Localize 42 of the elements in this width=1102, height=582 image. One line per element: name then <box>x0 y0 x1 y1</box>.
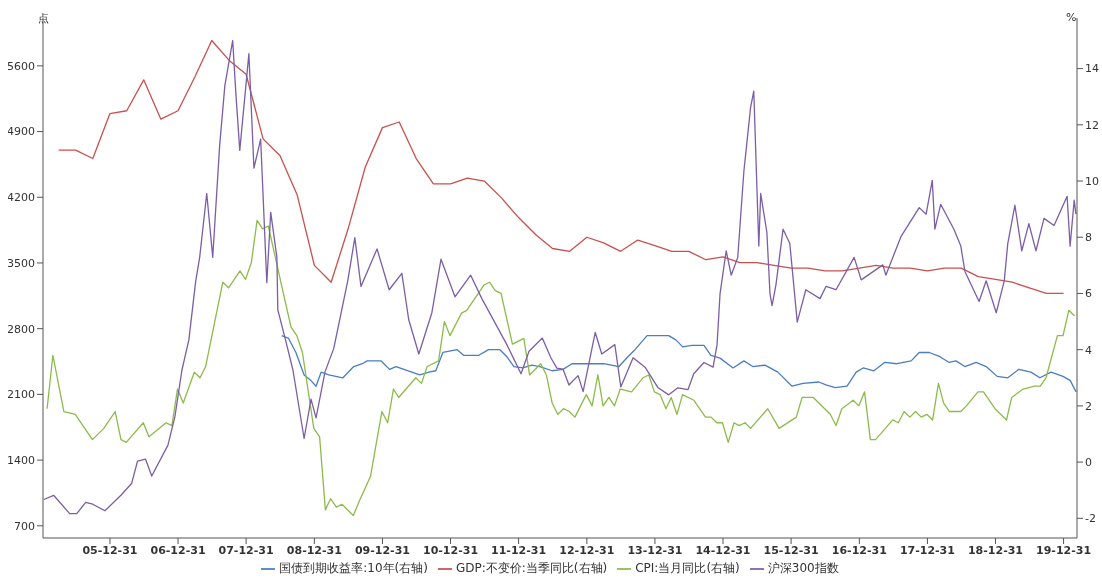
line-series <box>58 39 1065 295</box>
y2-tick-label: 6 <box>1085 287 1092 301</box>
y-tick-label: 5600 <box>7 59 35 73</box>
y2-tick-label: 14 <box>1085 62 1099 76</box>
y-tick-label: 4200 <box>7 191 35 205</box>
y-tick-label: 1400 <box>7 454 35 467</box>
x-tick-label: 14-12-31 <box>695 543 751 557</box>
x-tick-label: 18-12-31 <box>967 543 1024 557</box>
y2-tick-label: 10 <box>1085 174 1099 188</box>
x-tick-label: 07-12-31 <box>218 543 274 557</box>
legend-label: CPI:当月同比(右轴) <box>635 561 740 575</box>
x-tick-label: 06-12-31 <box>150 543 206 557</box>
x-tick-label: 11-12-31 <box>491 543 547 557</box>
x-tick-label: 08-12-31 <box>286 543 342 557</box>
legend-label: 国债到期收益率:10年(右轴) <box>279 561 428 575</box>
legend-label: 沪深300指数 <box>767 561 839 575</box>
y-tick-label: 3500 <box>7 256 35 270</box>
x-tick-label: 13-12-31 <box>627 543 683 557</box>
y2-axis-title: % <box>1066 11 1077 24</box>
line-series <box>43 39 1077 515</box>
y-tick-label: 2100 <box>7 388 35 402</box>
x-tick-label: 12-12-31 <box>559 543 615 557</box>
line-series <box>281 334 1077 393</box>
legend-label: GDP:不变价:当季同比(右轴) <box>455 561 608 575</box>
y2-tick-label: 8 <box>1085 231 1092 245</box>
x-tick-label: 17-12-31 <box>899 543 955 557</box>
y2-tick-label: 4 <box>1085 343 1092 357</box>
x-tick-label: 19-12-31 <box>1036 543 1092 557</box>
y2-tick-label: 12 <box>1085 118 1099 132</box>
x-tick-label: 05-12-31 <box>82 543 138 557</box>
line-series <box>46 219 1076 517</box>
y-tick-label: 2800 <box>7 322 35 336</box>
x-tick-label: 15-12-31 <box>763 543 819 557</box>
y-axis-title: 点 <box>38 11 49 26</box>
y2-tick-label: 2 <box>1085 399 1092 413</box>
x-tick-label: 16-12-31 <box>831 543 887 557</box>
y-tick-label: 700 <box>14 519 35 533</box>
y2-tick-label: 0 <box>1085 456 1092 470</box>
x-tick-label: 10-12-31 <box>422 543 479 557</box>
y2-tick-label: -2 <box>1085 512 1096 526</box>
y-tick-label: 4900 <box>7 125 35 139</box>
x-tick-label: 09-12-31 <box>354 543 410 557</box>
